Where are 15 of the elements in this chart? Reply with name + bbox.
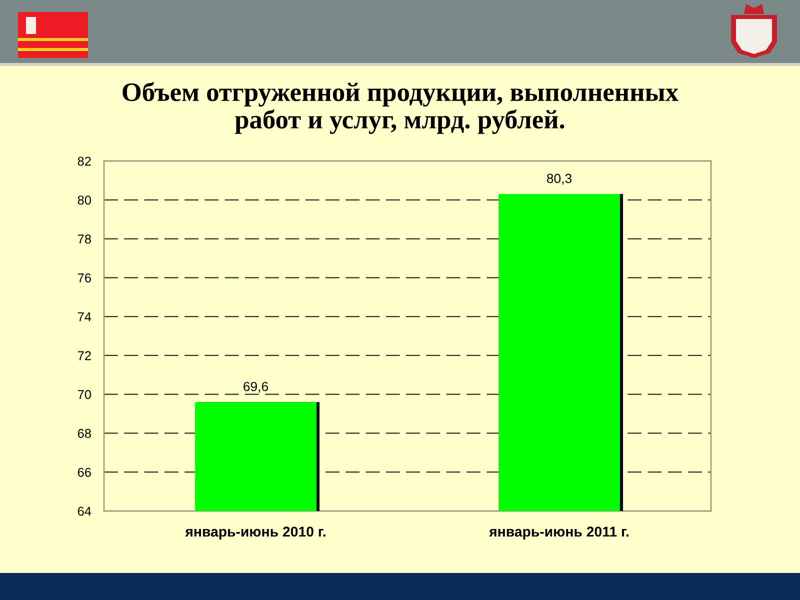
chart-title: Объем отгруженной продукции, выполненных работ и услуг, млрд. рублей.: [122, 82, 678, 134]
y-tick-label: 80: [78, 196, 91, 205]
y-tick-label: 76: [78, 273, 91, 282]
data-label: 69,6: [244, 382, 268, 393]
y-tick-label: 74: [78, 312, 92, 322]
y-tick-label: 66: [78, 468, 91, 477]
y-tick-label: 82: [78, 156, 91, 166]
x-tick-label: январь-июнь 2010 г.: [185, 526, 326, 540]
y-tick-label: 78: [78, 234, 91, 244]
y-tick-label: 72: [78, 351, 91, 360]
x-tick-label: январь-июнь 2011 г.: [489, 526, 628, 540]
y-tick-label: 70: [78, 390, 91, 400]
data-label: 80,3: [546, 174, 572, 185]
y-tick-label: 64: [78, 506, 92, 516]
y-tick-label: 68: [78, 428, 91, 438]
